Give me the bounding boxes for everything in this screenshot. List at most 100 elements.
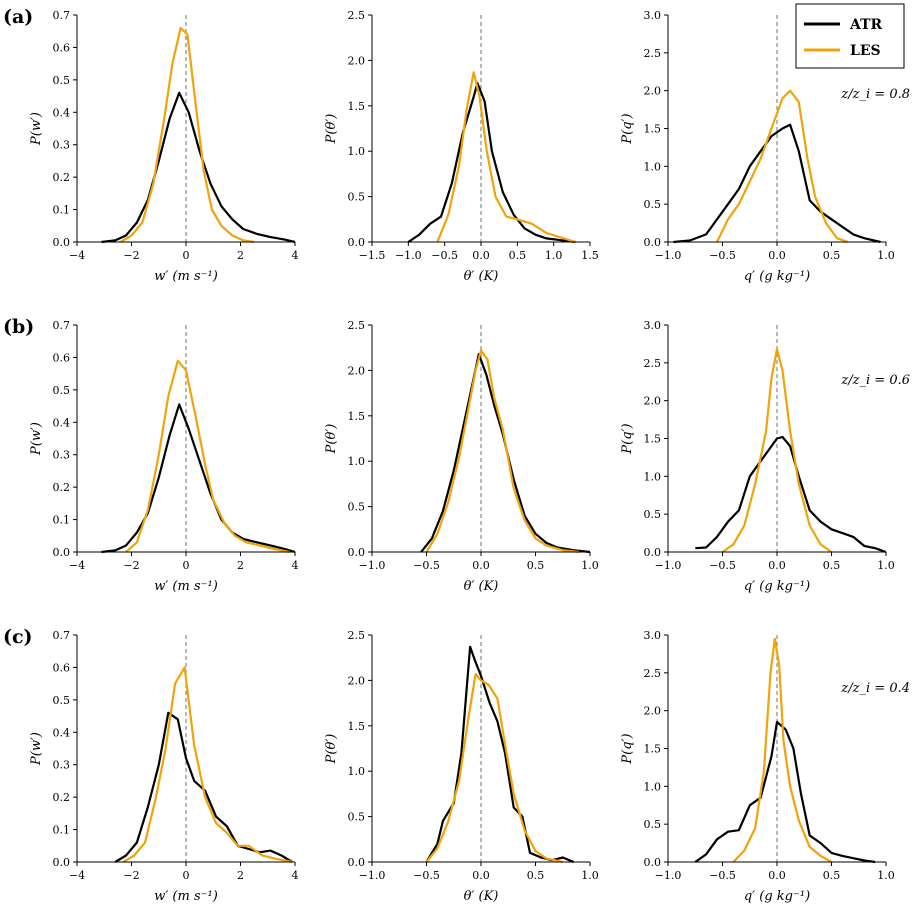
x-tick-label: 0.5 [823,249,841,262]
y-axis-label: P(w′) [29,732,44,766]
y-tick-label: 2.5 [644,47,662,60]
y-tick-label: 0.5 [348,811,366,824]
x-tick-label: 1.0 [877,249,895,262]
y-tick-label: 3.0 [644,319,662,332]
series-line-atr [420,353,591,554]
series-line-les [425,672,564,864]
x-tick-label: 2 [237,559,244,572]
y-tick-label: 1.5 [644,433,662,446]
y-axis-label: P(w′) [29,112,44,146]
y-tick-label: 2.0 [348,674,366,687]
series-line-les [120,26,255,244]
y-tick-label: 1.0 [644,470,662,483]
y-tick-label: 0.2 [53,481,71,494]
y-tick-label: 0.0 [53,856,71,869]
y-tick-label: 0.0 [53,546,71,559]
y-tick-label: 1.5 [644,743,662,756]
series-line-les [122,666,293,864]
y-tick-label: 3.0 [644,629,662,642]
x-tick-label: 0.5 [527,559,545,572]
series-line-les [125,359,290,554]
y-tick-label: 0.3 [53,759,71,772]
x-tick-label: 2 [237,869,244,882]
x-tick-label: 0.5 [527,869,545,882]
y-axis-label: P(q′) [620,733,635,764]
x-tick-label: −1.0 [655,559,682,572]
x-tick-label: 0.0 [768,869,786,882]
y-axis-label: P(θ′) [324,734,339,765]
x-tick-label: −0.5 [413,559,440,572]
x-tick-label: −4 [69,249,85,262]
y-tick-label: 2.5 [644,357,662,370]
y-tick-label: 0.0 [53,236,71,249]
x-tick-label: −0.5 [413,869,440,882]
x-tick-label: 0.5 [823,559,841,572]
y-tick-label: 0.0 [644,856,662,869]
legend-label-les: LES [850,43,881,59]
series-line-atr [694,720,876,864]
y-tick-label: 0.3 [53,449,71,462]
y-tick-label: 0.5 [53,694,71,707]
x-tick-label: 0.5 [823,869,841,882]
x-axis-label: θ′ (K) [464,269,499,284]
x-axis-label: w′ (m s⁻¹) [154,579,218,594]
y-tick-label: 1.5 [644,123,662,136]
y-tick-label: 1.0 [644,780,662,793]
y-tick-label: 0.7 [53,629,71,642]
x-tick-label: −0.5 [709,559,736,572]
x-tick-label: 0.5 [509,249,527,262]
x-tick-label: −1.0 [655,249,682,262]
y-tick-label: 0.0 [644,236,662,249]
legend-label-atr: ATR [849,17,883,33]
x-tick-label: 0 [183,559,190,572]
height-ratio-label: z/z_i = 0.6 [840,373,910,388]
y-tick-label: 0.1 [53,514,71,527]
y-tick-label: 0.5 [53,384,71,397]
series-line-atr [673,123,881,244]
x-tick-label: 1.0 [877,869,895,882]
height-ratio-label: z/z_i = 0.8 [840,87,910,102]
x-axis-label: θ′ (K) [464,889,499,904]
series-line-les [436,71,576,244]
y-tick-label: 0.6 [53,661,71,674]
x-tick-label: −1.0 [359,559,386,572]
y-tick-label: 0.5 [644,508,662,521]
x-tick-label: 1.0 [581,559,599,572]
x-tick-label: −2 [123,869,139,882]
series-line-atr [695,435,887,554]
y-tick-label: 0.6 [53,41,71,54]
y-axis-label: P(q′) [620,423,635,454]
y-tick-label: 0.7 [53,9,71,22]
y-tick-label: 1.0 [348,765,366,778]
x-tick-label: 4 [292,249,299,262]
series-line-les [721,348,833,553]
x-tick-label: 0.0 [768,559,786,572]
x-tick-label: 2 [237,249,244,262]
y-tick-label: 0.7 [53,319,71,332]
y-tick-label: 0.5 [348,501,366,514]
legend-box [795,3,905,69]
series-line-atr [425,645,575,864]
y-tick-label: 1.5 [348,410,366,423]
series-line-les [732,637,833,863]
y-tick-label: 0.0 [348,546,366,559]
y-tick-label: 0.5 [53,74,71,87]
y-tick-label: 0.0 [348,236,366,249]
series-line-atr [407,81,576,244]
y-tick-label: 0.0 [644,546,662,559]
x-tick-label: 1.5 [581,249,599,262]
x-axis-label: θ′ (K) [464,579,499,594]
y-tick-label: 2.0 [644,85,662,98]
panel-row-label: (b) [3,316,34,338]
y-tick-label: 2.0 [644,705,662,718]
y-tick-label: 0.5 [644,818,662,831]
y-tick-label: 2.5 [644,667,662,680]
series-line-atr [114,711,293,863]
x-tick-label: 0 [183,869,190,882]
x-tick-label: 4 [292,559,299,572]
x-tick-label: 1.0 [545,249,563,262]
x-tick-label: −1.0 [359,869,386,882]
y-tick-label: 1.0 [644,160,662,173]
y-tick-label: 0.4 [53,106,71,119]
